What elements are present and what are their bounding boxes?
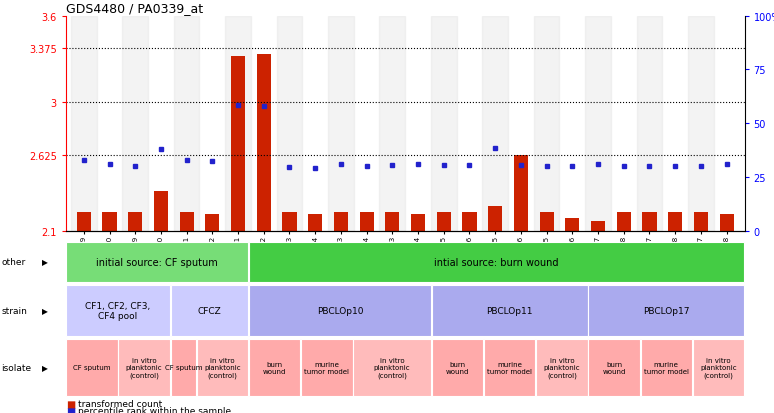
- Bar: [154, 191, 168, 231]
- Text: intial source: burn wound: intial source: burn wound: [434, 257, 559, 267]
- Bar: [720, 214, 734, 231]
- Text: murine
tumor model: murine tumor model: [644, 361, 689, 374]
- Bar: [591, 221, 605, 231]
- Bar: [431, 17, 457, 231]
- Bar: [642, 213, 656, 231]
- Bar: [565, 218, 580, 231]
- Text: in vitro
planktonic
(control): in vitro planktonic (control): [126, 357, 163, 378]
- Text: CFCZ: CFCZ: [197, 306, 221, 315]
- Text: transformed count: transformed count: [78, 399, 163, 408]
- Bar: [694, 213, 708, 231]
- Bar: [437, 213, 450, 231]
- Text: burn
wound: burn wound: [446, 361, 469, 374]
- Text: GDS4480 / PA0339_at: GDS4480 / PA0339_at: [66, 2, 203, 15]
- Text: other: other: [2, 258, 26, 267]
- Text: in vitro
planktonic
(control): in vitro planktonic (control): [374, 357, 410, 378]
- Bar: [585, 17, 611, 231]
- Bar: [617, 213, 631, 231]
- Text: CF sputum: CF sputum: [165, 365, 202, 370]
- Bar: [385, 213, 399, 231]
- Text: in vitro
planktonic
(control): in vitro planktonic (control): [204, 357, 241, 378]
- Bar: [488, 207, 502, 231]
- Bar: [174, 17, 200, 231]
- Bar: [77, 213, 91, 231]
- Text: percentile rank within the sample: percentile rank within the sample: [78, 406, 231, 413]
- Text: ■: ■: [66, 399, 75, 409]
- Bar: [328, 17, 354, 231]
- Bar: [482, 17, 508, 231]
- Text: ▶: ▶: [42, 306, 48, 315]
- Bar: [257, 55, 271, 231]
- Bar: [276, 17, 303, 231]
- Text: ▶: ▶: [42, 258, 48, 267]
- Text: ■: ■: [66, 406, 75, 413]
- Text: CF1, CF2, CF3,
CF4 pool: CF1, CF2, CF3, CF4 pool: [85, 301, 151, 320]
- Bar: [411, 214, 425, 231]
- Bar: [360, 213, 374, 231]
- Bar: [180, 213, 194, 231]
- Bar: [225, 17, 251, 231]
- Text: burn
wound: burn wound: [602, 361, 625, 374]
- Text: PBCLOp10: PBCLOp10: [317, 306, 363, 315]
- Text: murine
tumor model: murine tumor model: [487, 361, 532, 374]
- Text: in vitro
planktonic
(control): in vitro planktonic (control): [700, 357, 737, 378]
- Text: strain: strain: [2, 306, 27, 315]
- Text: ▶: ▶: [42, 363, 48, 372]
- Text: in vitro
planktonic
(control): in vitro planktonic (control): [543, 357, 580, 378]
- Text: CF sputum: CF sputum: [74, 365, 111, 370]
- Bar: [102, 213, 117, 231]
- Text: initial source: CF sputum: initial source: CF sputum: [96, 257, 218, 267]
- Bar: [231, 57, 245, 231]
- Bar: [462, 213, 477, 231]
- Bar: [688, 17, 714, 231]
- Bar: [636, 17, 663, 231]
- Text: PBCLOp17: PBCLOp17: [643, 306, 690, 315]
- Bar: [379, 17, 406, 231]
- Bar: [122, 17, 148, 231]
- Bar: [308, 214, 322, 231]
- Bar: [128, 213, 142, 231]
- Bar: [514, 155, 528, 231]
- Bar: [668, 213, 682, 231]
- Bar: [539, 213, 553, 231]
- Bar: [205, 214, 219, 231]
- Text: murine
tumor model: murine tumor model: [304, 361, 349, 374]
- Text: PBCLOp11: PBCLOp11: [486, 306, 533, 315]
- Text: burn
wound: burn wound: [263, 361, 286, 374]
- Bar: [534, 17, 560, 231]
- Bar: [334, 213, 348, 231]
- Bar: [283, 213, 296, 231]
- Text: isolate: isolate: [2, 363, 32, 372]
- Bar: [71, 17, 97, 231]
